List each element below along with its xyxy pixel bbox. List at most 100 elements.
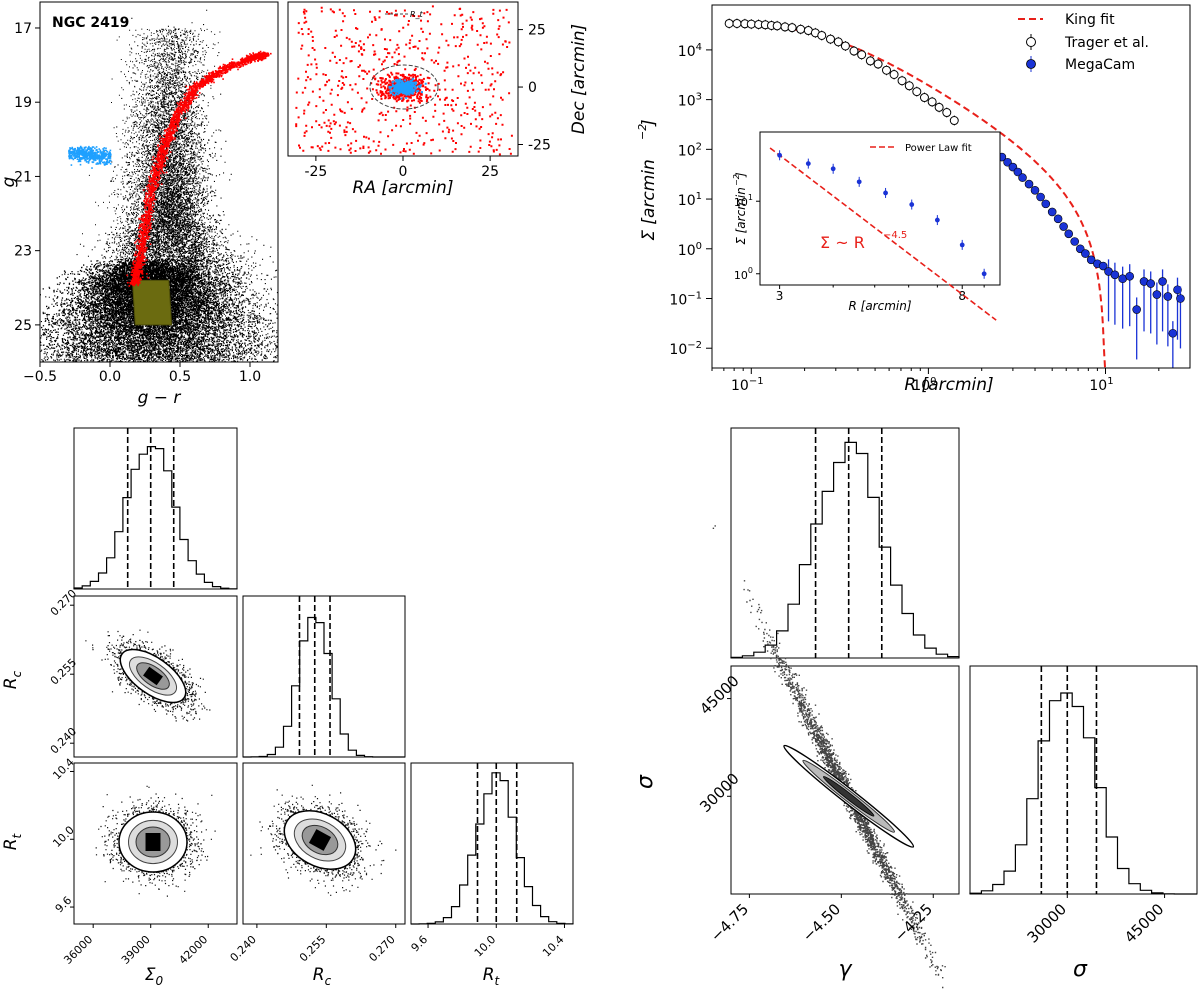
trager-point xyxy=(732,18,742,28)
trager-point xyxy=(919,93,929,103)
king-xtick-0-label: 39000 xyxy=(119,933,153,967)
megacam-point xyxy=(1110,270,1120,280)
legend-trager-label: Trager et al. xyxy=(1064,35,1149,51)
king-col-label-rc-sub: c xyxy=(325,974,332,988)
trager-point xyxy=(942,108,952,118)
inset-point xyxy=(830,166,836,172)
profile-xtick-label: 100 xyxy=(912,376,936,394)
king-hist-1-bars xyxy=(243,616,405,758)
inset-ylabel-text: Σ [arcmin xyxy=(734,187,748,245)
megacam-point xyxy=(1053,214,1063,224)
megacam-point xyxy=(1081,249,1090,258)
legend-megacam-label: MegaCam xyxy=(1065,57,1135,73)
inset-point xyxy=(883,190,888,196)
inset-ylabel-close: ] xyxy=(734,172,748,178)
megacam-point xyxy=(1152,290,1162,299)
trager-point xyxy=(904,81,914,91)
king-corner-labels: Rc Rt Σ0 Rc Rt xyxy=(1,670,501,988)
profile-ytick-label: 104 xyxy=(678,42,702,60)
profile-ylabel-close: ] xyxy=(639,119,659,127)
powerlaw-contour-inner xyxy=(822,776,875,817)
cmd-black-stars xyxy=(40,9,278,362)
inset-annotation-exp: −4.5 xyxy=(883,230,907,241)
profile-xtick-label: 101 xyxy=(1089,376,1113,394)
cmd-ytick-label: 25 xyxy=(14,318,32,334)
tidal-radius-ellipse xyxy=(369,64,439,110)
trager-point xyxy=(927,97,937,107)
megacam-point xyxy=(1158,277,1167,286)
profile-ytick-label: 101 xyxy=(678,191,702,209)
trager-point xyxy=(949,116,959,126)
king-xtick-0-label: 42000 xyxy=(176,933,210,967)
trager-point xyxy=(817,30,827,40)
king-row-label-rc-sub: c xyxy=(10,670,24,677)
megacam-point xyxy=(1176,294,1185,303)
inset-ylabel-exp: −2 xyxy=(732,174,741,186)
king-row-label-rc: Rc xyxy=(1,670,24,689)
powerlaw-hist-0-bars xyxy=(730,441,960,658)
cmd-xtick-label: 0.0 xyxy=(99,369,121,385)
king-ytick-2-label: 10.0 xyxy=(50,824,77,851)
inset-legend-label: Power Law fit xyxy=(905,143,972,154)
king-col-label-rt: Rt xyxy=(483,965,501,988)
megacam-point xyxy=(1168,328,1178,338)
king-col-label-sigma0-main: Σ xyxy=(145,965,156,985)
king-xtick-2-label: 10.0 xyxy=(472,933,499,960)
king-row-label-rt-main: R xyxy=(1,838,21,850)
trager-point xyxy=(897,76,907,86)
trager-point xyxy=(849,46,859,56)
king-col-label-sigma0-sub: 0 xyxy=(156,974,164,988)
profile-ytick-label: 10−1 xyxy=(669,290,702,308)
megacam-point xyxy=(1030,186,1040,195)
profile-ytick-label: 100 xyxy=(678,241,702,259)
megacam-point xyxy=(1003,157,1012,167)
trager-point xyxy=(825,34,835,44)
powerlaw-xtick-gamma-label: −4.50 xyxy=(799,900,844,945)
inset-axes-frame xyxy=(759,131,1001,286)
cmd-ytick-label: 23 xyxy=(14,244,32,260)
megacam-point xyxy=(1047,207,1057,217)
inset-power-law-line xyxy=(769,147,997,321)
king-hist-0-frame xyxy=(73,427,238,590)
cmd-xtick-label: 0.5 xyxy=(169,369,191,385)
cmd-ylabel: g xyxy=(0,176,19,187)
inset-point xyxy=(909,202,915,207)
profile-xlabel: R [arcmin] xyxy=(904,375,993,395)
king-col-label-rt-sub: t xyxy=(495,974,501,988)
megacam-points xyxy=(991,148,1185,368)
cmd-ticks: −0.5 0.0 0.5 1.0 17 19 21 23 25 xyxy=(14,21,261,385)
cmd-ytick-label: 19 xyxy=(14,95,32,111)
inset-ticks: 3 8 100 101 xyxy=(734,193,985,303)
profile-ylabel-exp: −2 xyxy=(636,124,649,140)
trager-point xyxy=(840,41,850,51)
megacam-point xyxy=(1163,292,1173,301)
king-panel-rt-sigma0-border xyxy=(73,762,238,925)
profile-axes-frame xyxy=(711,4,1191,369)
megacam-point xyxy=(1036,192,1045,202)
king-fit-curve xyxy=(729,21,1107,368)
trager-point xyxy=(889,70,899,80)
trager-point xyxy=(772,21,782,31)
powerlaw-xtick-sigma-label: 45000 xyxy=(1121,900,1167,946)
megacam-point xyxy=(1146,279,1156,288)
inset-point xyxy=(934,217,940,223)
trager-point xyxy=(746,19,756,29)
powerlaw-panel-sigma-gamma-samples xyxy=(712,525,946,989)
trager-point xyxy=(873,59,883,69)
king-panel-rt-sigma0-core xyxy=(145,833,161,851)
inset-ylabel: Σ [arcmin −2 ] xyxy=(732,172,748,245)
king-ytick-2-label: 9.6 xyxy=(53,894,75,916)
profile-ylabel: Σ [arcmin −2 ] xyxy=(636,119,659,240)
king-xtick-1-label: 0.270 xyxy=(366,933,397,964)
trager-points xyxy=(724,18,996,151)
powerlaw-xtick-gamma-label: −4.75 xyxy=(707,900,752,945)
profile-inset: 3 8 100 101 Power Law fit Σ ~ R −4.5 R [arc… xyxy=(732,131,1001,321)
inset-xtick-label: 8 xyxy=(958,289,966,303)
spatial-ytick-label: 0 xyxy=(528,80,537,96)
powerlaw-col-label-gamma: γ xyxy=(838,957,852,982)
powerlaw-panel-sigma-gamma-frame xyxy=(730,665,960,895)
king-ytick-2-label: 10.4 xyxy=(50,756,77,783)
cmd-xlabel: g − r xyxy=(138,388,182,408)
inset-point xyxy=(959,242,965,248)
